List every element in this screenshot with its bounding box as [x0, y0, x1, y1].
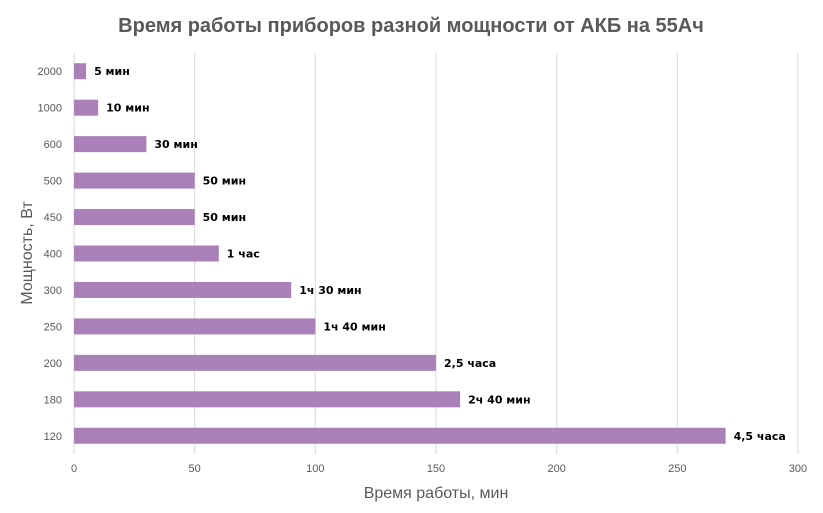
- x-tick-label: 50: [189, 463, 201, 475]
- data-label: 1ч 40 мин: [323, 320, 385, 333]
- bar: [74, 318, 316, 335]
- x-axis-title: Время работы, мин: [364, 485, 509, 502]
- x-tick-label: 300: [789, 463, 807, 475]
- bar: [74, 354, 436, 371]
- data-label: 5 мин: [94, 65, 130, 78]
- bar: [74, 209, 195, 226]
- bar: [74, 281, 292, 298]
- data-label: 1ч 30 мин: [299, 284, 361, 297]
- x-tick-label: 200: [547, 463, 565, 475]
- y-tick-label: 300: [44, 285, 62, 297]
- y-tick-label: 2000: [38, 66, 62, 78]
- data-labels: 5 мин 10 мин 30 мин 50 мин 50 мин 1 час 1ч 30 …: [94, 65, 786, 443]
- bar: [74, 136, 147, 153]
- gridlines: [73, 53, 799, 454]
- y-tick-label: 500: [44, 176, 62, 188]
- data-label: 2ч 40 мин: [468, 393, 530, 406]
- y-tick-label: 400: [44, 249, 62, 261]
- bar: [74, 99, 99, 116]
- y-axis-title: Мощность, Вт: [19, 201, 36, 305]
- bar: [74, 391, 461, 408]
- y-tick-label: 450: [44, 212, 62, 224]
- bar: [74, 427, 726, 444]
- data-label: 4,5 часа: [734, 430, 786, 443]
- x-tick-label: 150: [427, 463, 445, 475]
- bar: [74, 245, 219, 262]
- bars-group: [74, 63, 726, 444]
- y-tick-labels: 2000 1000 600 500 450 400 300 250 200 180 120: [38, 66, 62, 443]
- x-tick-label: 100: [306, 463, 324, 475]
- data-label: 10 мин: [106, 102, 149, 115]
- data-label: 2,5 часа: [444, 357, 496, 370]
- y-tick-label: 600: [44, 139, 62, 151]
- data-label: 1 час: [227, 248, 260, 261]
- bar: [74, 172, 195, 189]
- y-tick-label: 1000: [38, 103, 62, 115]
- x-tick-label: 0: [71, 463, 77, 475]
- x-tick-label: 250: [668, 463, 686, 475]
- y-tick-label: 250: [44, 321, 62, 333]
- x-tick-labels: 0 50 100 150 200 250 300: [71, 463, 807, 475]
- data-label: 50 мин: [203, 175, 246, 188]
- chart-title: Время работы приборов разной мощности от…: [118, 15, 704, 37]
- y-tick-label: 120: [44, 431, 62, 443]
- y-tick-label: 180: [44, 394, 62, 406]
- y-tick-label: 200: [44, 358, 62, 370]
- data-label: 30 мин: [154, 138, 197, 151]
- data-label: 50 мин: [203, 211, 246, 224]
- bar: [74, 63, 87, 80]
